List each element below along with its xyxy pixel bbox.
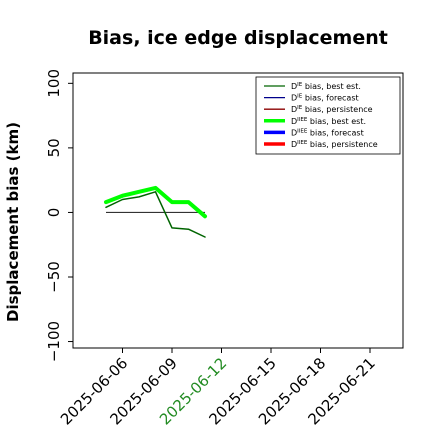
- legend-label: DIIEE bias, persistence: [291, 140, 378, 149]
- plot-frame: [72, 72, 404, 349]
- series-line: [105, 191, 206, 238]
- legend-label: DIIEE bias, best est.: [291, 117, 366, 126]
- legend-label: DIE bias, persistence: [291, 105, 373, 114]
- y-tick-label: 50: [45, 138, 63, 157]
- y-axis-label: Displacement bias (km): [4, 122, 22, 322]
- y-tick-label: −100: [45, 321, 63, 362]
- legend-label: DIE bias, forecast: [291, 94, 359, 103]
- chart-title: Bias, ice edge displacement: [88, 27, 388, 49]
- y-tick-label: 100: [45, 69, 63, 98]
- legend-label: DIE bias, best est.: [291, 82, 361, 91]
- series-line: [104, 185, 207, 219]
- legend-label: DIIEE bias, forecast: [291, 128, 364, 137]
- y-tick-label: 0: [45, 208, 63, 218]
- y-tick-label: −50: [45, 261, 63, 293]
- legend-box: [255, 76, 401, 155]
